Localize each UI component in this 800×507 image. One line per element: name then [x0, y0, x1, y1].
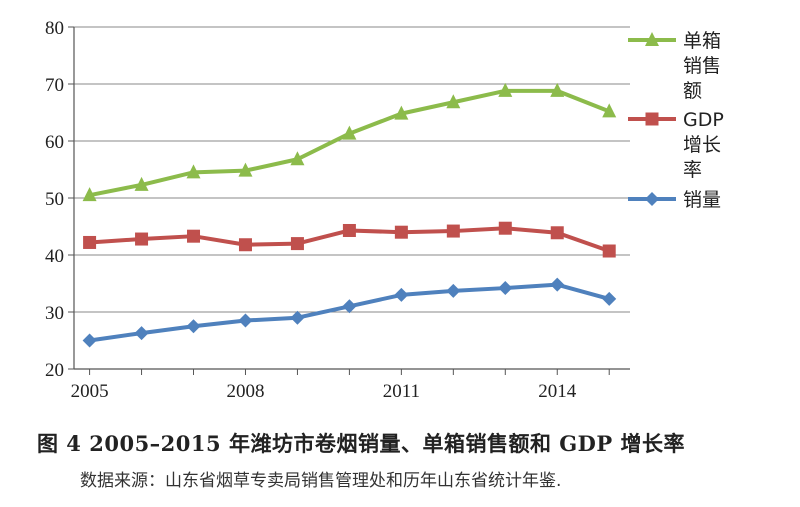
- x-tick-label: 2011: [383, 381, 420, 402]
- data-point: [446, 224, 460, 238]
- data-point: [550, 82, 565, 97]
- line-chart: 20 30 40 50 60 70 80 2005 2008 2011 2014 单箱销售额 GDP 增…: [45, 18, 724, 402]
- x-tick-label: 2014: [538, 381, 577, 402]
- data-point: [342, 125, 357, 140]
- data-source-note: 数据来源：山东省烟草专卖局销售管理处和历年山东省统计年鉴.: [80, 471, 562, 491]
- legend-label: 销量: [683, 189, 721, 211]
- data-point: [290, 237, 304, 251]
- data-point: [186, 319, 201, 334]
- data-point: [342, 299, 357, 314]
- legend-label: 单箱: [683, 30, 721, 52]
- data-point: [82, 333, 97, 348]
- data-point: [550, 226, 564, 240]
- series-triangle: [82, 82, 617, 202]
- y-tick-label: 30: [45, 303, 64, 324]
- legend-label: 额: [683, 80, 702, 102]
- data-point: [187, 229, 201, 243]
- data-point: [290, 151, 305, 166]
- data-point: [238, 162, 253, 177]
- data-point: [83, 235, 97, 249]
- legend-swatch-marker: [645, 32, 659, 46]
- y-tick-label: 50: [45, 189, 64, 210]
- legend-label: 增长: [683, 134, 721, 156]
- data-point: [602, 291, 617, 306]
- y-tick-label: 70: [45, 75, 64, 96]
- data-point: [342, 223, 356, 237]
- x-tick-label: 2008: [226, 381, 264, 402]
- grid-lines: [74, 26, 630, 313]
- data-point: [186, 164, 201, 179]
- series-group: [82, 82, 617, 348]
- x-tick-label: 2005: [71, 381, 109, 402]
- legend-swatch-marker: [645, 192, 659, 206]
- data-point: [446, 94, 461, 109]
- legend-entry: 单箱销售额: [628, 30, 721, 102]
- figure-caption: 图 4 2005–2015 年潍坊市卷烟销量、单箱销售额和 GDP 增长率: [37, 431, 685, 456]
- y-tick-label: 40: [45, 246, 64, 267]
- axes: [68, 26, 630, 375]
- data-point: [602, 103, 617, 118]
- data-point: [82, 187, 97, 202]
- data-point: [446, 283, 461, 298]
- data-point: [550, 277, 565, 292]
- legend-entry: 销量: [628, 189, 721, 211]
- data-point: [238, 238, 252, 252]
- data-point: [498, 82, 513, 97]
- data-point: [602, 244, 616, 258]
- data-point: [394, 105, 409, 120]
- series-square: [83, 221, 616, 258]
- y-tick-label: 60: [45, 132, 64, 153]
- data-point: [394, 287, 409, 302]
- data-point: [134, 326, 149, 341]
- data-point: [290, 310, 305, 325]
- data-point: [238, 313, 253, 328]
- data-point: [394, 225, 408, 239]
- data-point: [135, 232, 149, 246]
- series-diamond: [82, 277, 617, 348]
- legend-entry: GDP 增长率: [628, 109, 724, 181]
- y-tick-label: 20: [45, 360, 64, 381]
- legend-label: 率: [683, 159, 702, 181]
- legend-label: 销售: [683, 55, 721, 77]
- data-point: [498, 221, 512, 235]
- data-point: [134, 176, 149, 191]
- legend-swatch-marker: [645, 112, 659, 126]
- y-tick-label: 80: [45, 18, 64, 39]
- tick-labels: 20 30 40 50 60 70 80 2005 2008 2011 2014: [45, 18, 577, 402]
- data-point: [498, 281, 513, 296]
- series-line: [89, 88, 610, 198]
- legend-label: GDP: [683, 109, 724, 131]
